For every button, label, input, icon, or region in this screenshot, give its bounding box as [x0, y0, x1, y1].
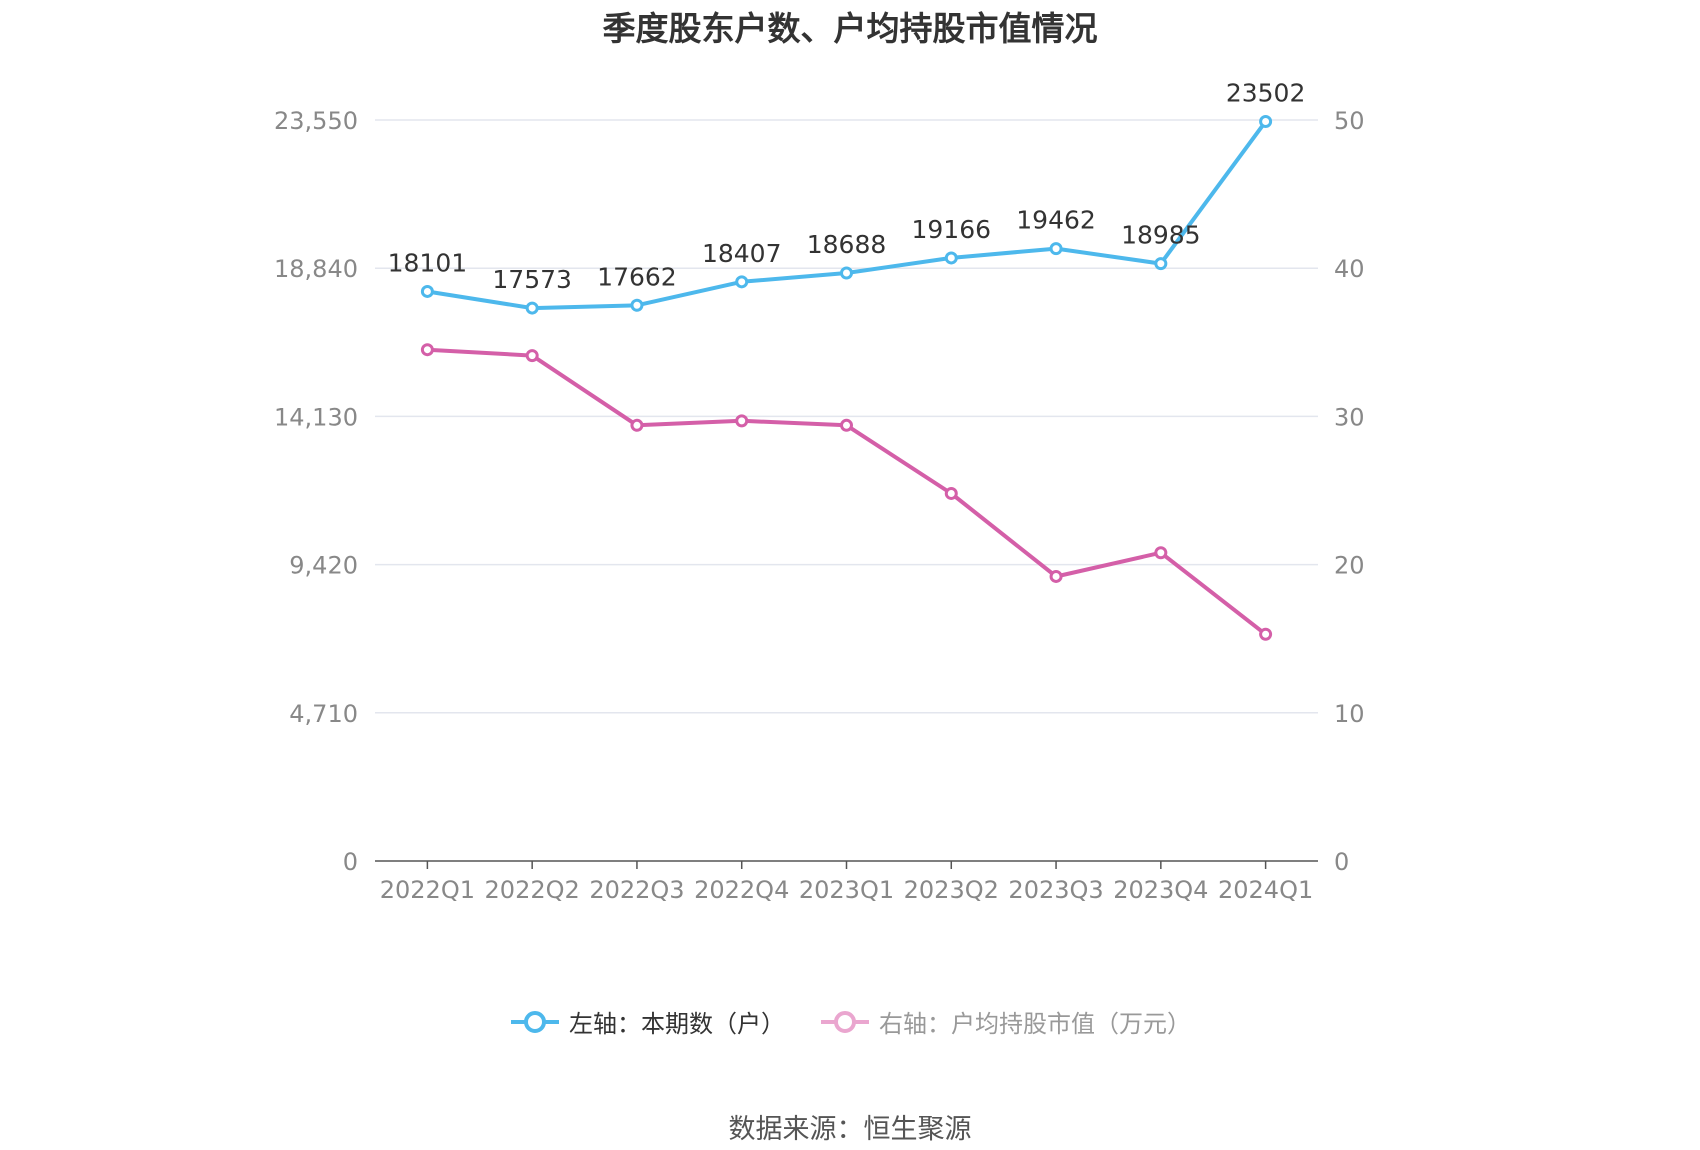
data-point-left: [1154, 257, 1168, 271]
data-label: 18688: [807, 230, 887, 259]
data-point-right: [735, 414, 749, 428]
y-tick-label-right: 10: [1334, 700, 1365, 728]
x-tick-label: 2023Q4: [1113, 876, 1208, 904]
legend-label-right-axis: 右轴：户均持股市值（万元）: [879, 1010, 1191, 1038]
legend-line-circle-icon: [821, 1010, 869, 1033]
data-point-right: [840, 418, 853, 432]
x-tick-label: 2024Q1: [1218, 876, 1313, 904]
y-tick-label-left: 4,710: [289, 700, 358, 728]
y-tick-label-left: 0: [343, 848, 358, 876]
x-tick-label: 2022Q2: [485, 876, 580, 904]
data-point-left: [420, 284, 434, 298]
y-tick-label-right: 0: [1334, 848, 1349, 876]
x-tick-label: 2022Q4: [694, 876, 789, 904]
legend-item-left-axis[interactable]: 左轴：本期数（户）: [509, 1004, 785, 1039]
data-point-right: [525, 349, 539, 363]
data-label: 18407: [702, 239, 782, 268]
data-label: 23502: [1226, 79, 1306, 108]
y-tick-label-left: 9,420: [289, 552, 358, 580]
x-tick-label: 2023Q2: [904, 876, 999, 904]
y-tick-label-right: 50: [1334, 107, 1365, 135]
data-point-right: [630, 418, 644, 432]
legend-line-circle-icon: [511, 1010, 559, 1033]
data-label: 18101: [388, 248, 468, 277]
y-tick-label-left: 18,840: [274, 255, 358, 283]
data-source-note: 数据来源：恒生聚源: [728, 1114, 972, 1145]
y-tick-label-right: 30: [1334, 403, 1365, 431]
y-tick-label-right: 20: [1334, 552, 1365, 580]
x-tick-label: 2023Q1: [799, 876, 894, 904]
data-label: 19462: [1016, 206, 1096, 235]
legend-label-left-axis: 左轴：本期数（户）: [569, 1010, 785, 1038]
y-tick-label-left: 14,130: [274, 403, 358, 431]
legend-item-right-axis[interactable]: 右轴：户均持股市值（万元）: [819, 1004, 1191, 1039]
data-label: 19166: [912, 215, 992, 244]
data-point-left: [1049, 242, 1063, 256]
y-tick-label-left: 23,550: [274, 107, 358, 135]
data-point-right: [1259, 627, 1273, 641]
data-point-left: [525, 301, 539, 315]
data-point-left: [944, 251, 958, 265]
data-point-left: [630, 298, 644, 312]
data-point-right: [420, 343, 434, 357]
y-tick-label-right: 40: [1334, 255, 1365, 283]
chart-legend: 左轴：本期数（户） 右轴：户均持股市值（万元）: [0, 1004, 1700, 1039]
data-point-right: [1154, 546, 1168, 560]
x-tick-label: 2022Q1: [380, 876, 475, 904]
x-tick-label: 2022Q3: [589, 876, 684, 904]
data-point-left: [840, 266, 853, 280]
series-line-right: [427, 347, 1267, 636]
data-point-right: [944, 486, 958, 500]
data-point-left: [735, 275, 749, 289]
data-label: 18985: [1121, 221, 1201, 250]
data-point-left: [1259, 115, 1273, 129]
data-label: 17573: [492, 265, 572, 294]
data-point-right: [1049, 569, 1063, 583]
x-tick-label: 2023Q3: [1008, 876, 1103, 904]
chart-title: 季度股东户数、户均持股市值情况: [602, 9, 1098, 48]
data-label: 17662: [597, 262, 677, 291]
